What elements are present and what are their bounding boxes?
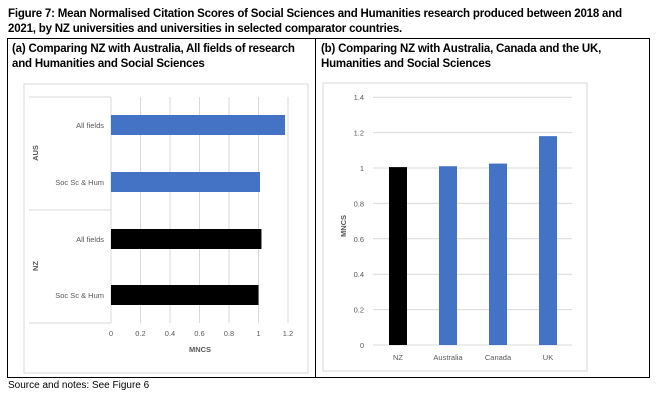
x-tick-label: 0.2	[135, 329, 145, 338]
x-tick-label: 0.4	[165, 329, 175, 338]
y-tick-label: 0.6	[354, 235, 364, 244]
y-tick-label: 1.2	[354, 129, 364, 138]
bar-nz	[111, 229, 262, 249]
x-axis-title: MNCS	[189, 345, 211, 354]
panel-b-title: (b) Comparing NZ with Australia, Canada …	[321, 43, 602, 70]
x-tick-label: 0	[109, 329, 113, 338]
x-tick-label: 0.6	[194, 329, 204, 338]
bar-nz	[111, 285, 259, 305]
x-category-label: Canada	[485, 353, 512, 362]
bar-uk	[539, 136, 557, 345]
source-note: Source and notes: See Figure 6	[8, 380, 150, 391]
category-label: All fields	[76, 235, 104, 244]
y-tick-label: 0	[360, 341, 364, 350]
x-category-label: NZ	[393, 353, 403, 362]
y-tick-label: 1.4	[354, 93, 364, 102]
y-tick-label: 0.8	[354, 199, 364, 208]
group-label: NZ	[31, 261, 40, 271]
x-tick-label: 1	[256, 329, 260, 338]
panel-divider	[315, 38, 316, 378]
chart-a-area	[23, 83, 309, 374]
y-axis-title: MNCS	[339, 215, 348, 237]
bar-australia	[439, 166, 457, 345]
bar-aus	[111, 172, 260, 192]
bar-nz	[389, 167, 407, 345]
x-tick-label: 1.2	[283, 329, 293, 338]
category-label: All fields	[76, 121, 104, 130]
group-label: AUS	[31, 145, 40, 161]
chart-b-area	[322, 82, 588, 372]
bar-canada	[489, 163, 507, 345]
figure-title: Figure 7: Mean Normalised Citation Score…	[8, 8, 622, 35]
y-tick-label: 0.2	[354, 306, 364, 315]
x-category-label: UK	[543, 353, 553, 362]
y-tick-label: 0.4	[354, 270, 364, 279]
y-tick-label: 1	[360, 164, 364, 173]
bar-aus	[111, 115, 286, 135]
panel-a-title: (a) Comparing NZ with Australia, All fie…	[12, 43, 295, 70]
figure-frame	[7, 38, 650, 378]
category-label: Soc Sc & Hum	[55, 291, 104, 300]
category-label: Soc Sc & Hum	[55, 178, 104, 187]
x-category-label: Australia	[433, 353, 463, 362]
x-tick-label: 0.8	[224, 329, 234, 338]
